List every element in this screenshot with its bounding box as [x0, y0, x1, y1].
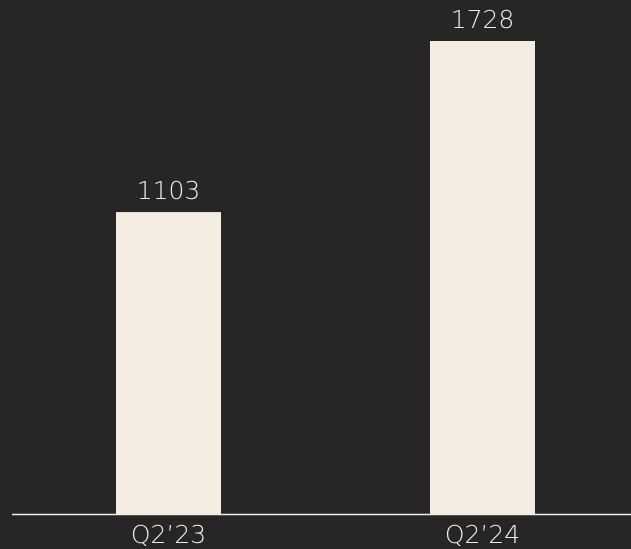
value-label: 1103: [137, 176, 201, 205]
bar: [116, 212, 221, 514]
x-tick-label: Q2’24: [445, 520, 520, 549]
bar: [430, 41, 535, 514]
value-label: 1728: [451, 5, 515, 34]
x-tick-label: Q2’23: [131, 520, 206, 549]
